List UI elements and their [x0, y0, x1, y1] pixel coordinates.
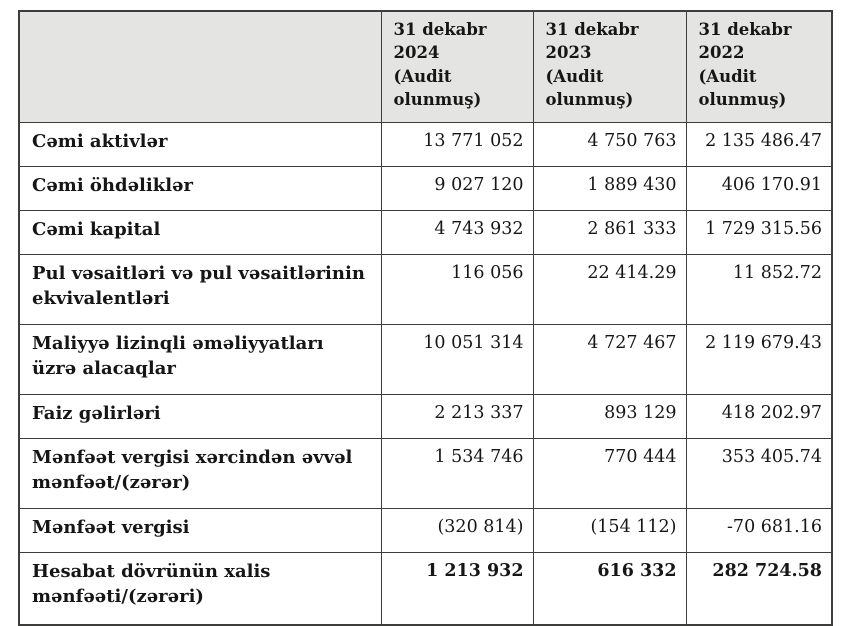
cell-value-2022: 1 729 315.56: [685, 209, 833, 255]
cell-value-2022: 2 119 679.43: [685, 323, 833, 395]
column-header-2022: 31 dekabr 2022 (Audit olunmuş): [685, 10, 833, 123]
row-label: Mənfəət vergisi xərcindən əvvəl mənfəət/…: [18, 437, 382, 509]
cell-value-2022: 282 724.58: [685, 551, 833, 626]
row-label: Pul vəsaitləri və pul vəsaitlərinin ekvi…: [18, 253, 382, 325]
row-label: Cəmi kapital: [18, 209, 382, 255]
table-row-finance-lease-receivables: Maliyyə lizinqli əməliyyatları üzrə alac…: [18, 323, 833, 395]
cell-value-2022: 2 135 486.47: [685, 121, 833, 167]
row-label: Maliyyə lizinqli əməliyyatları üzrə alac…: [18, 323, 382, 395]
row-label: Faiz gəlirləri: [18, 393, 382, 439]
header-date-2022: 31 dekabr 2022: [698, 20, 792, 63]
row-label: Hesabat dövrünün xalis mənfəəti/(zərəri): [18, 551, 382, 626]
cell-value-2022: -70 681.16: [685, 507, 833, 553]
header-date-2023: 31 dekabr 2023: [545, 20, 639, 63]
cell-value-2022: 418 202.97: [685, 393, 833, 439]
column-header-2023: 31 dekabr 2023 (Audit olunmuş): [532, 10, 687, 123]
cell-value-2024: 10 051 314: [380, 323, 534, 395]
cell-value-2023: 893 129: [532, 393, 687, 439]
header-audit-note-2023: (Audit olunmuş): [545, 66, 634, 110]
table-row-income-tax: Mənfəət vergisi (320 814) (154 112) -70 …: [18, 507, 833, 553]
cell-value-2022: 353 405.74: [685, 437, 833, 509]
cell-value-2024: 9 027 120: [380, 165, 534, 211]
header-audit-note-2024: (Audit olunmuş): [393, 66, 482, 110]
table-row-profit-before-tax: Mənfəət vergisi xərcindən əvvəl mənfəət/…: [18, 437, 833, 509]
cell-value-2022: 11 852.72: [685, 253, 833, 325]
header-audit-note-2022: (Audit olunmuş): [698, 66, 787, 110]
cell-value-2023: 616 332: [532, 551, 687, 626]
cell-value-2024: 116 056: [380, 253, 534, 325]
row-label: Cəmi aktivlər: [18, 121, 382, 167]
cell-value-2023: 2 861 333: [532, 209, 687, 255]
cell-value-2023: 1 889 430: [532, 165, 687, 211]
row-label: Mənfəət vergisi: [18, 507, 382, 553]
table-row-total-liabilities: Cəmi öhdəliklər 9 027 120 1 889 430 406 …: [18, 165, 833, 211]
financial-summary-table: 31 dekabr 2024 (Audit olunmuş) 31 dekabr…: [18, 10, 833, 626]
table-row-interest-income: Faiz gəlirləri 2 213 337 893 129 418 202…: [18, 393, 833, 439]
cell-value-2023: 770 444: [532, 437, 687, 509]
cell-value-2024: 1 213 932: [380, 551, 534, 626]
cell-value-2023: 4 727 467: [532, 323, 687, 395]
cell-value-2023: (154 112): [532, 507, 687, 553]
table-row-net-profit: Hesabat dövrünün xalis mənfəəti/(zərəri)…: [18, 551, 833, 626]
cell-value-2024: (320 814): [380, 507, 534, 553]
header-row-label-column: [18, 10, 382, 123]
cell-value-2024: 4 743 932: [380, 209, 534, 255]
header-date-2024: 31 dekabr 2024: [393, 20, 487, 63]
cell-value-2024: 2 213 337: [380, 393, 534, 439]
header-row: 31 dekabr 2024 (Audit olunmuş) 31 dekabr…: [18, 10, 833, 123]
cell-value-2022: 406 170.91: [685, 165, 833, 211]
table-row-total-assets: Cəmi aktivlər 13 771 052 4 750 763 2 135…: [18, 121, 833, 167]
table-row-cash-equivalents: Pul vəsaitləri və pul vəsaitlərinin ekvi…: [18, 253, 833, 325]
column-header-2024: 31 dekabr 2024 (Audit olunmuş): [380, 10, 534, 123]
cell-value-2024: 13 771 052: [380, 121, 534, 167]
document-page: 31 dekabr 2024 (Audit olunmuş) 31 dekabr…: [18, 10, 833, 626]
cell-value-2023: 22 414.29: [532, 253, 687, 325]
row-label: Cəmi öhdəliklər: [18, 165, 382, 211]
cell-value-2024: 1 534 746: [380, 437, 534, 509]
cell-value-2023: 4 750 763: [532, 121, 687, 167]
table-row-total-equity: Cəmi kapital 4 743 932 2 861 333 1 729 3…: [18, 209, 833, 255]
